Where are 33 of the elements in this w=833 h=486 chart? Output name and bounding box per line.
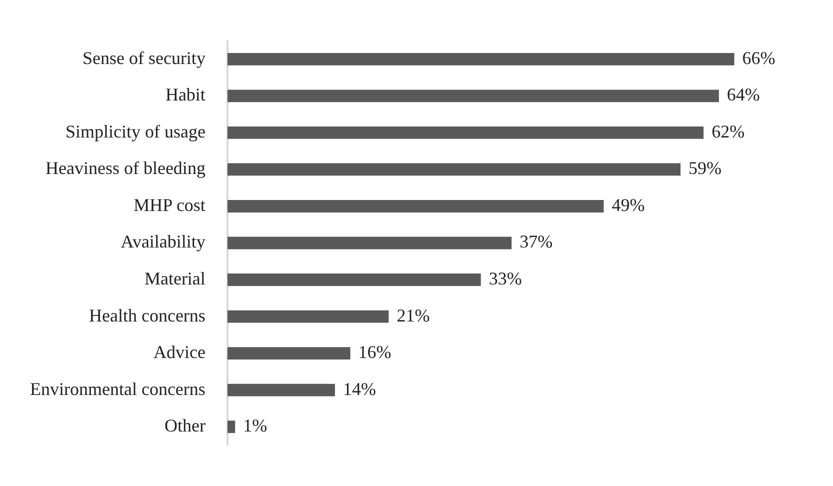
y-tick-label: Advice xyxy=(153,342,206,362)
bar xyxy=(227,52,734,66)
data-label: 21% xyxy=(396,305,430,326)
data-label: 59% xyxy=(688,158,722,178)
bar xyxy=(227,163,681,176)
bar xyxy=(227,384,335,396)
y-tick-label: Other xyxy=(164,416,206,436)
data-label: 1% xyxy=(243,416,268,436)
data-label: 49% xyxy=(612,194,645,215)
data-label: 14% xyxy=(342,378,376,399)
y-tick-label: MHP cost xyxy=(134,194,206,215)
bar xyxy=(227,236,512,250)
y-tick-label: Simplicity of usage xyxy=(65,121,206,142)
y-tick-label: Health concerns xyxy=(88,305,206,326)
data-label: 66% xyxy=(742,48,776,68)
data-label: 64% xyxy=(726,84,760,105)
bar xyxy=(227,274,481,286)
bar xyxy=(227,420,236,434)
y-tick-label: Sense of security xyxy=(82,48,206,68)
bar xyxy=(227,90,719,102)
data-label: 37% xyxy=(520,232,553,252)
bar xyxy=(227,347,350,360)
y-tick-label: Availability xyxy=(120,232,206,252)
data-label: 33% xyxy=(488,268,522,288)
y-tick-label: Heaviness of bleeding xyxy=(45,158,206,178)
data-label: 16% xyxy=(358,342,392,362)
bar xyxy=(227,310,389,323)
bar xyxy=(227,126,704,139)
bar xyxy=(227,200,604,212)
y-tick-label: Habit xyxy=(165,84,206,105)
data-label: 62% xyxy=(712,121,745,142)
y-tick-label: Material xyxy=(144,268,206,288)
y-tick-label: Environmental concerns xyxy=(30,378,206,399)
